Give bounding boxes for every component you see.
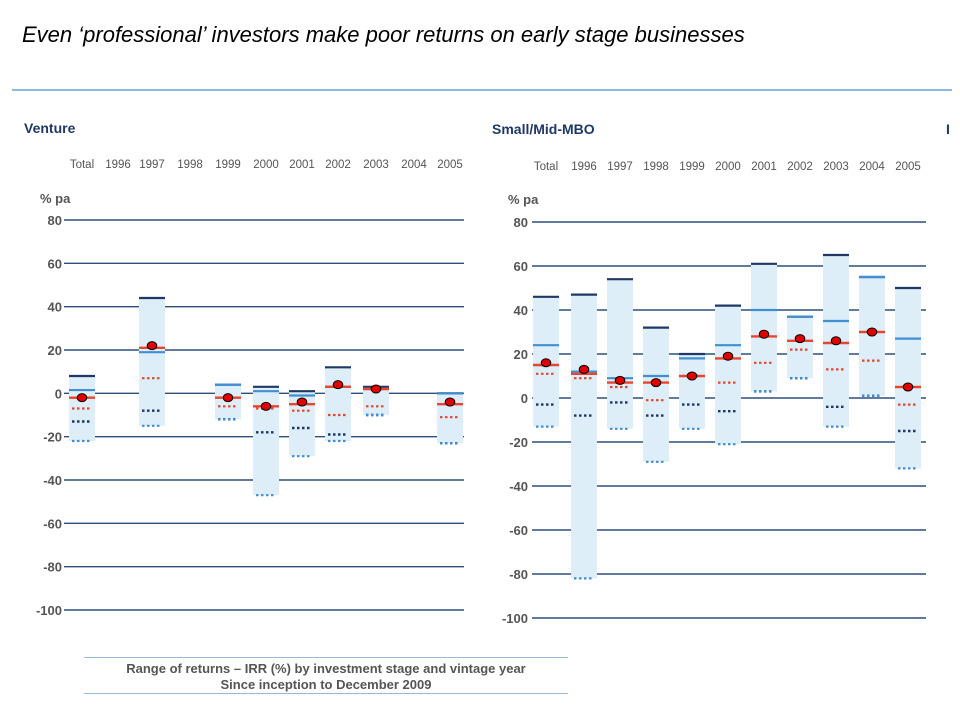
pooled-irr-marker [578, 364, 590, 374]
panel-title: Small/Mid-MBO [492, 121, 595, 137]
category-label: 1999 [215, 159, 241, 171]
y-tick-label: -80 [43, 560, 62, 575]
category-label: 2005 [437, 159, 463, 171]
pooled-irr-marker [260, 401, 272, 411]
y-tick-label: 60 [514, 259, 528, 274]
y-tick-label: -40 [509, 479, 528, 494]
pooled-irr-marker [222, 393, 234, 403]
y-tick-label: 80 [48, 213, 62, 228]
caption-rule-bottom [84, 693, 568, 694]
category-label: 2003 [363, 159, 389, 171]
y-tick-label: 80 [514, 215, 528, 230]
category-label: 1996 [105, 159, 131, 171]
y-tick-label: 0 [55, 386, 62, 401]
pooled-irr-marker [76, 393, 88, 403]
small-mid-mbo-panel: Small/Mid-MBO Total 1996 1997 1998 1999 2000 20… [484, 92, 952, 657]
category-label: 1999 [679, 161, 705, 173]
range-band [751, 263, 777, 392]
y-tick-label: 20 [48, 343, 62, 358]
pooled-irr-marker [902, 382, 914, 392]
category-label: 2002 [787, 161, 813, 173]
category-label: 2004 [401, 159, 427, 171]
category-label: 2005 [895, 161, 921, 173]
range-band [571, 294, 597, 579]
category-label: 2000 [715, 161, 741, 173]
y-axis-label: % pa [40, 191, 71, 206]
range-band [715, 305, 741, 445]
pooled-irr-marker [614, 375, 626, 385]
pooled-irr-marker [296, 397, 308, 407]
category-label: 2003 [823, 161, 849, 173]
y-tick-label: -100 [502, 611, 528, 626]
y-tick-label: -80 [509, 567, 528, 582]
pooled-irr-marker [650, 378, 662, 388]
caption-rule-top [84, 657, 568, 658]
range-band [643, 327, 669, 462]
category-label: 1996 [571, 161, 597, 173]
panel-title: Venture [24, 120, 76, 136]
y-tick-label: -60 [509, 523, 528, 538]
pooled-irr-marker [444, 397, 456, 407]
range-band [679, 354, 705, 429]
slide-title: Even ‘professional’ investors make poor … [22, 22, 745, 47]
y-tick-label: -20 [43, 430, 62, 445]
cut-off-panel-title: I [946, 121, 950, 137]
category-label: 1997 [607, 161, 633, 173]
category-label: 2004 [859, 161, 885, 173]
y-tick-label: 0 [521, 391, 528, 406]
y-tick-label: 20 [514, 347, 528, 362]
pooled-irr-marker [794, 334, 806, 344]
caption-line-2: Since inception to December 2009 [220, 677, 432, 692]
caption-line-1: Range of returns – IRR (%) by investment… [126, 661, 526, 676]
category-label: 2001 [751, 161, 777, 173]
y-tick-label: 60 [48, 256, 62, 271]
category-label: 2000 [253, 159, 279, 171]
range-band [895, 288, 921, 469]
pooled-irr-marker [146, 341, 158, 351]
y-tick-label: -60 [43, 516, 62, 531]
y-tick-label: 40 [514, 303, 528, 318]
category-label: 2002 [325, 159, 351, 171]
range-band [787, 316, 813, 379]
pooled-irr-marker [866, 327, 878, 337]
category-label: 1997 [139, 159, 165, 171]
pooled-irr-marker [758, 329, 770, 339]
y-tick-label: -40 [43, 473, 62, 488]
category-label: 1998 [643, 161, 669, 173]
y-tick-label: -20 [509, 435, 528, 450]
pooled-irr-marker [686, 371, 698, 381]
pooled-irr-marker [540, 358, 552, 368]
y-tick-label: 40 [48, 300, 62, 315]
y-tick-label: -100 [36, 603, 62, 618]
pooled-irr-marker [370, 384, 382, 394]
range-band [325, 367, 351, 441]
category-label: 2001 [289, 159, 315, 171]
category-label: Total [70, 159, 94, 171]
category-label: 1998 [177, 159, 203, 171]
pooled-irr-marker [830, 336, 842, 346]
pooled-irr-marker [332, 380, 344, 390]
pooled-irr-marker [722, 351, 734, 361]
y-axis-label: % pa [508, 192, 539, 207]
range-band [139, 298, 165, 426]
range-band [607, 279, 633, 429]
category-label: Total [534, 161, 558, 173]
